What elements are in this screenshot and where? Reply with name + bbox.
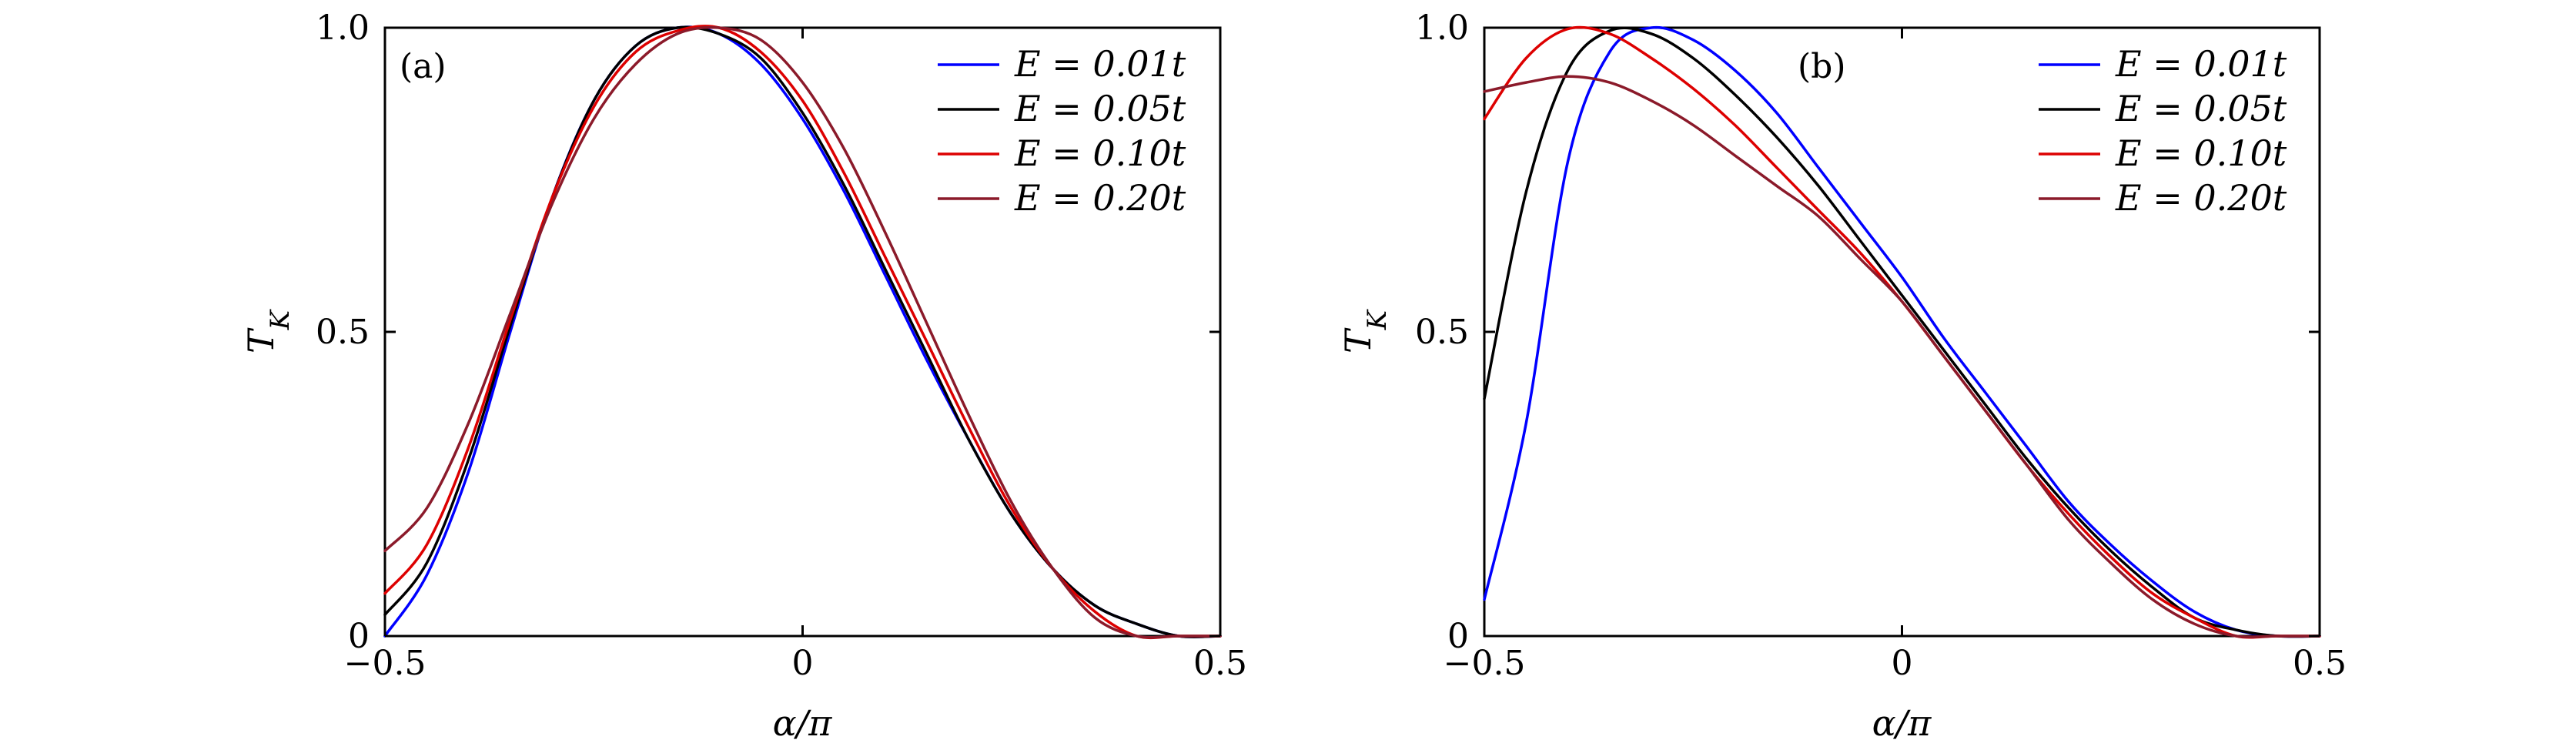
series-line-4: [1483, 75, 2321, 638]
x-tick-label: 0: [792, 644, 814, 683]
x-tick-label: −0.5: [1444, 644, 1526, 683]
x-tick-label: 0.5: [1193, 644, 1247, 683]
y-tick-label: 0: [1447, 617, 1469, 656]
plot-area: [383, 25, 1222, 640]
x-axis-label: α/π: [1872, 702, 1932, 744]
ticks: −0.5 0 0.500.51.0: [316, 8, 1247, 683]
y-tick-label: 0: [348, 617, 370, 656]
x-tick-label: 0.5: [2293, 644, 2347, 683]
panel-label: (b): [1798, 47, 1846, 86]
y-axis-label-subscript: K: [1362, 308, 1393, 330]
legend-label-2: E = 0.05t: [1014, 88, 1186, 129]
legend-label-1: E = 0.01t: [2115, 43, 2287, 85]
plot-area: [1483, 25, 2321, 639]
series-line-4: [383, 25, 1222, 639]
legend-label-4: E = 0.20t: [1014, 177, 1186, 219]
legend-label-4: E = 0.20t: [2115, 177, 2287, 219]
y-tick-label: 0.5: [1415, 313, 1469, 352]
x-tick-label: 0: [1892, 644, 1913, 683]
y-tick-label: 1.0: [316, 8, 370, 48]
series-line-1: [1483, 25, 2321, 638]
legend-label-3: E = 0.10t: [1014, 132, 1186, 174]
panel-label: (a): [400, 47, 447, 86]
y-tick-label: 1.0: [1415, 8, 1469, 48]
series-line-2: [1483, 26, 2321, 638]
legend-label-3: E = 0.10t: [2115, 132, 2287, 174]
y-axis-label-subscript: K: [265, 308, 296, 330]
legend-label-1: E = 0.01t: [1014, 43, 1186, 85]
y-axis-label: TK: [1337, 308, 1393, 353]
x-tick-label: −0.5: [344, 644, 427, 683]
y-tick-label: 0.5: [316, 313, 370, 352]
ticks: −0.5 0 0.500.51.0: [1415, 8, 2347, 683]
legend-label-2: E = 0.05t: [2115, 88, 2287, 129]
x-axis-label: α/π: [773, 702, 833, 744]
y-axis-label: TK: [240, 308, 296, 353]
